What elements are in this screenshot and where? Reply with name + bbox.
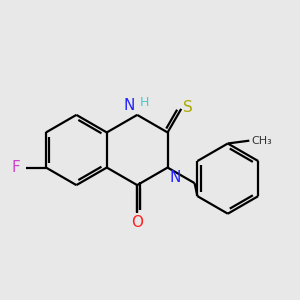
Text: O: O [131,214,143,230]
Text: H: H [140,96,149,109]
Text: F: F [12,160,20,175]
Text: CH₃: CH₃ [251,136,272,146]
Text: N: N [170,170,181,185]
Text: N: N [124,98,135,112]
Text: S: S [184,100,193,115]
